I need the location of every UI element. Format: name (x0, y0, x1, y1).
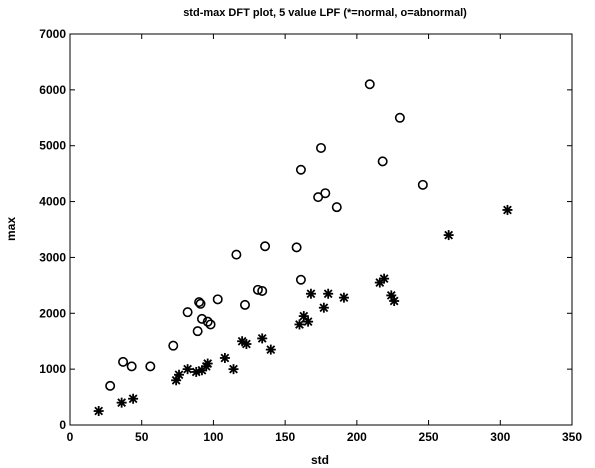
x-tick-label: 100 (203, 430, 223, 444)
data-point-circle (194, 297, 205, 308)
data-point-circle (118, 356, 129, 367)
data-point-asterisk (116, 397, 127, 408)
data-point-asterisk (202, 358, 213, 369)
data-point-circle (182, 307, 193, 318)
data-point-circle (231, 249, 242, 260)
data-point-asterisk (265, 344, 276, 355)
data-point-asterisk (305, 288, 316, 299)
normal-series (93, 204, 513, 417)
x-tick-label: 50 (135, 430, 149, 444)
data-point-circle (315, 142, 326, 153)
data-point-circle (252, 284, 263, 295)
plot-area-frame (69, 33, 573, 426)
data-point-circle (417, 179, 428, 190)
abnormal-series (105, 79, 428, 391)
data-point-asterisk (443, 230, 454, 241)
y-tick-label: 1000 (39, 362, 66, 376)
x-tick-label: 300 (490, 430, 510, 444)
data-point-asterisk (294, 319, 305, 330)
data-point-asterisk (379, 273, 390, 284)
data-point-asterisk (318, 302, 329, 313)
data-point-asterisk (241, 339, 252, 350)
x-tick-label: 200 (347, 430, 367, 444)
y-tick-label: 3000 (39, 250, 66, 264)
y-tick-label: 0 (59, 418, 66, 432)
y-tick-label: 6000 (39, 83, 66, 97)
y-axis: 0 1000 2000 3000 4000 5000 6000 7000 (39, 27, 572, 432)
y-tick-label: 7000 (39, 27, 66, 41)
data-point-asterisk (228, 364, 239, 375)
x-tick-label: 150 (275, 430, 295, 444)
data-point-circle (212, 294, 223, 305)
data-point-circle (202, 316, 213, 327)
data-point-circle (192, 326, 203, 337)
y-axis-label: max (4, 217, 18, 241)
data-point-circle (295, 164, 306, 175)
data-point-circle (145, 361, 156, 372)
data-point-circle (394, 112, 405, 123)
data-point-asterisk (389, 295, 400, 306)
data-point-asterisk (128, 393, 139, 404)
data-point-circle (331, 202, 342, 213)
data-point-circle (105, 380, 116, 391)
x-axis: 0 50 100 150 200 250 300 350 (67, 34, 582, 444)
y-tick-label: 5000 (39, 139, 66, 153)
data-point-circle (320, 188, 331, 199)
data-point-circle (126, 361, 137, 372)
data-point-circle (196, 313, 207, 324)
data-point-asterisk (303, 316, 314, 327)
data-point-circle (205, 319, 216, 330)
x-tick-label: 350 (562, 430, 582, 444)
data-point-asterisk (174, 369, 185, 380)
chart-title: std-max DFT plot, 5 value LPF (*=normal,… (183, 7, 467, 19)
data-point-circle (295, 274, 306, 285)
data-point-circle (291, 242, 302, 253)
data-point-asterisk (182, 364, 193, 375)
x-tick-label: 0 (67, 430, 74, 444)
data-points (93, 79, 513, 417)
data-point-asterisk (257, 333, 268, 344)
x-tick-label: 250 (419, 430, 439, 444)
data-point-circle (260, 241, 271, 252)
data-point-circle (168, 340, 179, 351)
data-point-circle (257, 285, 268, 296)
data-point-circle (195, 298, 206, 309)
y-tick-label: 4000 (39, 195, 66, 209)
data-point-asterisk (323, 288, 334, 299)
data-point-asterisk (338, 292, 349, 303)
data-point-circle (239, 299, 250, 310)
data-point-asterisk (298, 311, 309, 322)
x-axis-label: std (311, 453, 329, 467)
data-point-asterisk (502, 204, 513, 215)
data-point-circle (377, 156, 388, 167)
data-point-asterisk (219, 352, 230, 363)
data-point-asterisk (93, 406, 104, 417)
data-point-circle (364, 79, 375, 90)
y-tick-label: 2000 (39, 306, 66, 320)
